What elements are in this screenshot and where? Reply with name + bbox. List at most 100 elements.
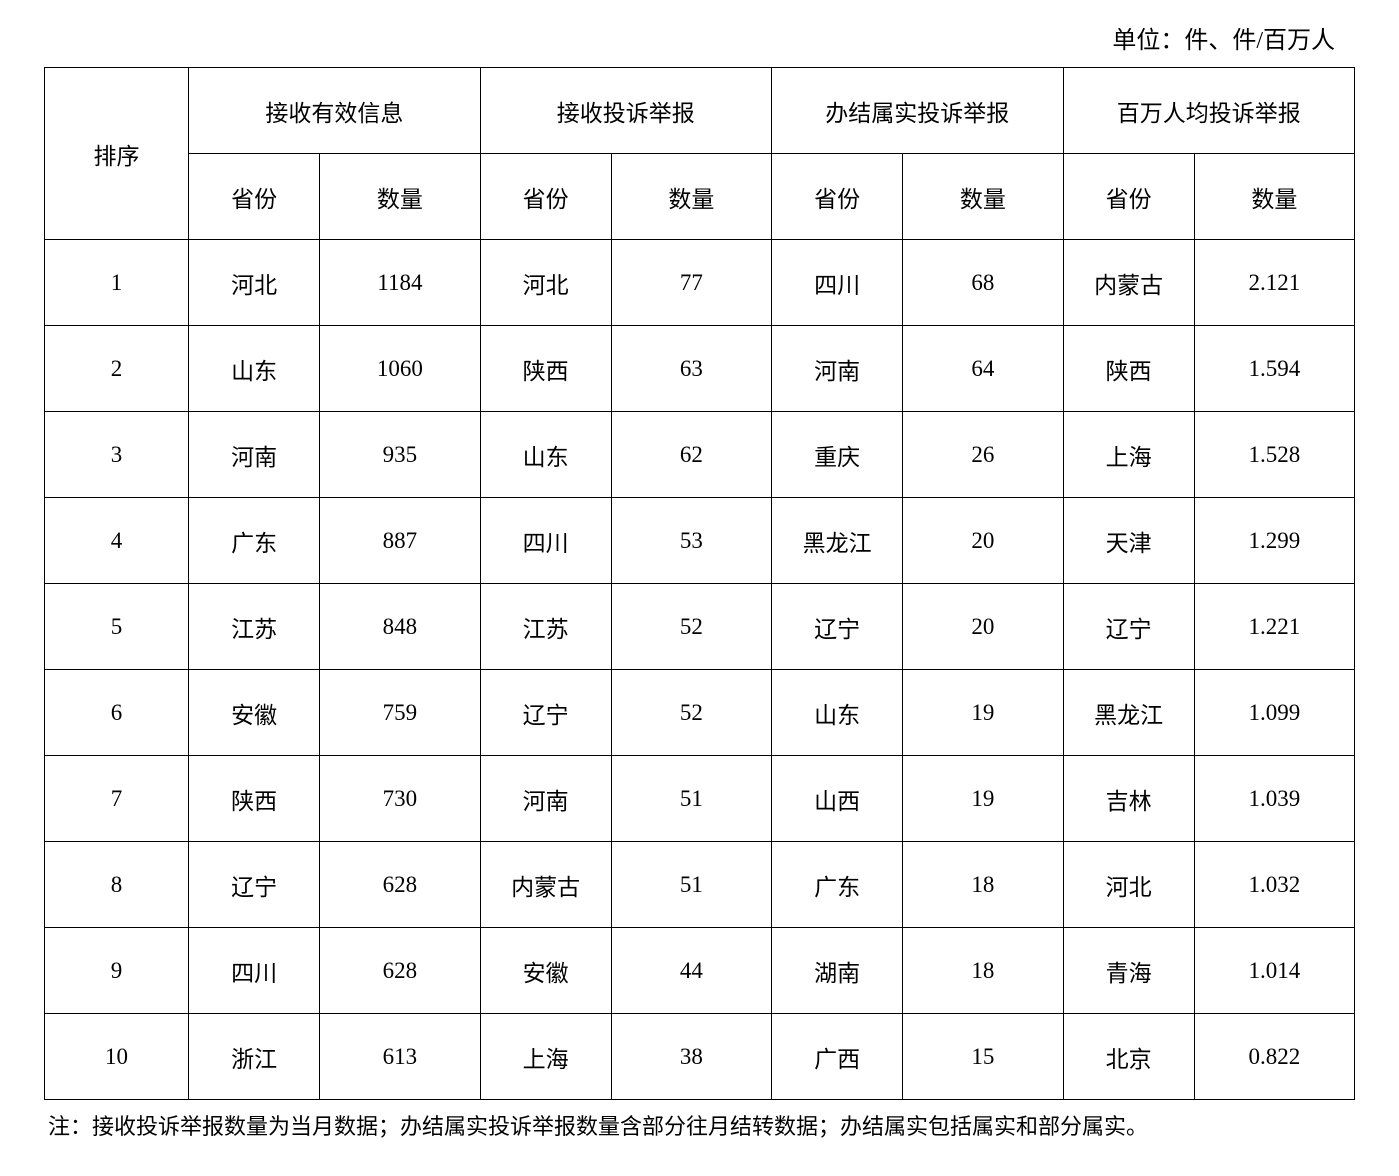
quantity-cell: 52 [611, 670, 771, 756]
quantity-cell: 1.528 [1194, 412, 1354, 498]
rank-cell: 6 [45, 670, 189, 756]
footnote: 注：接收投诉举报数量为当月数据；办结属实投诉举报数量含部分往月结转数据；办结属实… [44, 1110, 1355, 1144]
rank-cell: 5 [45, 584, 189, 670]
quantity-cell: 1.039 [1194, 756, 1354, 842]
province-cell: 河南 [480, 756, 611, 842]
province-cell: 内蒙古 [1063, 240, 1194, 326]
province-cell: 安徽 [189, 670, 320, 756]
province-cell: 山东 [480, 412, 611, 498]
quantity-cell: 62 [611, 412, 771, 498]
province-cell: 浙江 [189, 1014, 320, 1100]
quantity-cell: 77 [611, 240, 771, 326]
quantity-cell: 759 [320, 670, 480, 756]
header-group-3: 办结属实投诉举报 [772, 68, 1063, 154]
province-cell: 天津 [1063, 498, 1194, 584]
table-row: 2山东1060陕西63河南64陕西1.594 [45, 326, 1355, 412]
province-cell: 湖南 [772, 928, 903, 1014]
quantity-cell: 20 [903, 584, 1063, 670]
quantity-cell: 1.221 [1194, 584, 1354, 670]
quantity-cell: 19 [903, 756, 1063, 842]
subheader-province: 省份 [772, 154, 903, 240]
province-cell: 江苏 [480, 584, 611, 670]
subheader-quantity: 数量 [903, 154, 1063, 240]
rank-cell: 3 [45, 412, 189, 498]
quantity-cell: 63 [611, 326, 771, 412]
province-cell: 广东 [189, 498, 320, 584]
province-cell: 北京 [1063, 1014, 1194, 1100]
province-cell: 河北 [1063, 842, 1194, 928]
quantity-cell: 730 [320, 756, 480, 842]
table-row: 4广东887四川53黑龙江20天津1.299 [45, 498, 1355, 584]
rank-cell: 10 [45, 1014, 189, 1100]
table-header: 排序 接收有效信息 接收投诉举报 办结属实投诉举报 百万人均投诉举报 省份 数量… [45, 68, 1355, 240]
quantity-cell: 0.822 [1194, 1014, 1354, 1100]
province-cell: 江苏 [189, 584, 320, 670]
quantity-cell: 18 [903, 842, 1063, 928]
province-cell: 陕西 [189, 756, 320, 842]
subheader-quantity: 数量 [611, 154, 771, 240]
province-cell: 河南 [189, 412, 320, 498]
quantity-cell: 1184 [320, 240, 480, 326]
quantity-cell: 68 [903, 240, 1063, 326]
province-cell: 山东 [189, 326, 320, 412]
province-cell: 黑龙江 [1063, 670, 1194, 756]
header-group-2: 接收投诉举报 [480, 68, 771, 154]
quantity-cell: 1060 [320, 326, 480, 412]
table-body: 1河北1184河北77四川68内蒙古2.1212山东1060陕西63河南64陕西… [45, 240, 1355, 1100]
rank-cell: 8 [45, 842, 189, 928]
province-cell: 河北 [480, 240, 611, 326]
province-cell: 辽宁 [189, 842, 320, 928]
quantity-cell: 38 [611, 1014, 771, 1100]
quantity-cell: 51 [611, 842, 771, 928]
quantity-cell: 848 [320, 584, 480, 670]
table-row: 1河北1184河北77四川68内蒙古2.121 [45, 240, 1355, 326]
subheader-quantity: 数量 [1194, 154, 1354, 240]
province-cell: 陕西 [480, 326, 611, 412]
header-group-1: 接收有效信息 [189, 68, 480, 154]
quantity-cell: 887 [320, 498, 480, 584]
rank-cell: 4 [45, 498, 189, 584]
quantity-cell: 20 [903, 498, 1063, 584]
quantity-cell: 18 [903, 928, 1063, 1014]
province-cell: 上海 [480, 1014, 611, 1100]
province-cell: 广东 [772, 842, 903, 928]
subheader-quantity: 数量 [320, 154, 480, 240]
quantity-cell: 15 [903, 1014, 1063, 1100]
subheader-province: 省份 [1063, 154, 1194, 240]
rank-cell: 2 [45, 326, 189, 412]
quantity-cell: 628 [320, 842, 480, 928]
province-cell: 内蒙古 [480, 842, 611, 928]
province-cell: 陕西 [1063, 326, 1194, 412]
rank-cell: 7 [45, 756, 189, 842]
unit-label: 单位：件、件/百万人 [44, 20, 1355, 55]
quantity-cell: 64 [903, 326, 1063, 412]
quantity-cell: 1.014 [1194, 928, 1354, 1014]
quantity-cell: 52 [611, 584, 771, 670]
subheader-province: 省份 [189, 154, 320, 240]
subheader-province: 省份 [480, 154, 611, 240]
quantity-cell: 628 [320, 928, 480, 1014]
table-row: 10浙江613上海38广西15北京0.822 [45, 1014, 1355, 1100]
province-cell: 黑龙江 [772, 498, 903, 584]
quantity-cell: 19 [903, 670, 1063, 756]
province-cell: 河南 [772, 326, 903, 412]
province-cell: 四川 [772, 240, 903, 326]
ranking-table: 排序 接收有效信息 接收投诉举报 办结属实投诉举报 百万人均投诉举报 省份 数量… [44, 67, 1355, 1100]
quantity-cell: 2.121 [1194, 240, 1354, 326]
province-cell: 河北 [189, 240, 320, 326]
province-cell: 青海 [1063, 928, 1194, 1014]
quantity-cell: 1.594 [1194, 326, 1354, 412]
quantity-cell: 44 [611, 928, 771, 1014]
header-rank: 排序 [45, 68, 189, 240]
table-row: 3河南935山东62重庆26上海1.528 [45, 412, 1355, 498]
province-cell: 上海 [1063, 412, 1194, 498]
table-row: 7陕西730河南51山西19吉林1.039 [45, 756, 1355, 842]
table-row: 5江苏848江苏52辽宁20辽宁1.221 [45, 584, 1355, 670]
province-cell: 辽宁 [772, 584, 903, 670]
quantity-cell: 1.099 [1194, 670, 1354, 756]
quantity-cell: 1.032 [1194, 842, 1354, 928]
table-row: 9四川628安徽44湖南18青海1.014 [45, 928, 1355, 1014]
province-cell: 广西 [772, 1014, 903, 1100]
province-cell: 辽宁 [1063, 584, 1194, 670]
province-cell: 重庆 [772, 412, 903, 498]
